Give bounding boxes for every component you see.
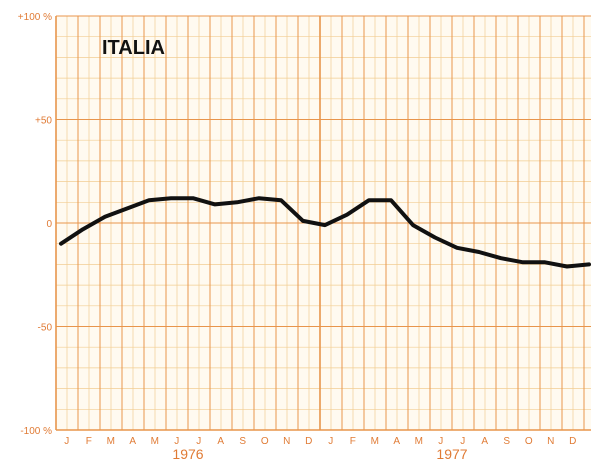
y-tick-label: +50 bbox=[35, 116, 52, 127]
x-tick-label: J bbox=[174, 436, 180, 447]
x-tick-label: A bbox=[129, 436, 136, 447]
major-grid bbox=[55, 15, 591, 431]
year-label: 1976 bbox=[172, 446, 203, 462]
x-tick-label: D bbox=[305, 436, 313, 447]
x-tick-label: J bbox=[328, 436, 334, 447]
x-tick-label: F bbox=[350, 436, 357, 447]
x-tick-label: M bbox=[415, 436, 424, 447]
y-tick-label: 0 bbox=[46, 219, 52, 230]
x-tick-label: A bbox=[481, 436, 488, 447]
series-line bbox=[59, 196, 591, 269]
x-tick-label: M bbox=[371, 436, 380, 447]
x-tick-label: D bbox=[569, 436, 577, 447]
x-tick-label: J bbox=[64, 436, 70, 447]
series-layer bbox=[59, 196, 591, 269]
y-tick-label: +100 % bbox=[18, 12, 52, 23]
x-tick-label: J bbox=[196, 436, 202, 447]
x-tick-label: S bbox=[503, 436, 510, 447]
y-tick-label: -50 bbox=[38, 323, 53, 334]
chart-title: ITALIA bbox=[102, 37, 165, 59]
x-tick-label: F bbox=[86, 436, 93, 447]
x-tick-label: M bbox=[107, 436, 116, 447]
y-axis-ticks: +100 % +50 0 -50 -100 % bbox=[18, 12, 53, 437]
x-tick-label: J bbox=[438, 436, 444, 447]
x-tick-label: O bbox=[261, 436, 269, 447]
y-tick-label: -100 % bbox=[20, 426, 52, 437]
x-tick-label: O bbox=[525, 436, 533, 447]
year-label: 1977 bbox=[436, 446, 467, 462]
x-tick-label: M bbox=[151, 436, 160, 447]
x-tick-label: A bbox=[393, 436, 400, 447]
x-tick-label: N bbox=[547, 436, 555, 447]
x-axis-ticks: J F M A M J J A S O N D J F M A M J J A S O N D 1976 1977 bbox=[64, 436, 577, 462]
x-tick-label: N bbox=[283, 436, 291, 447]
x-tick-label: A bbox=[217, 436, 224, 447]
x-tick-label: J bbox=[460, 436, 466, 447]
x-tick-label: S bbox=[239, 436, 246, 447]
